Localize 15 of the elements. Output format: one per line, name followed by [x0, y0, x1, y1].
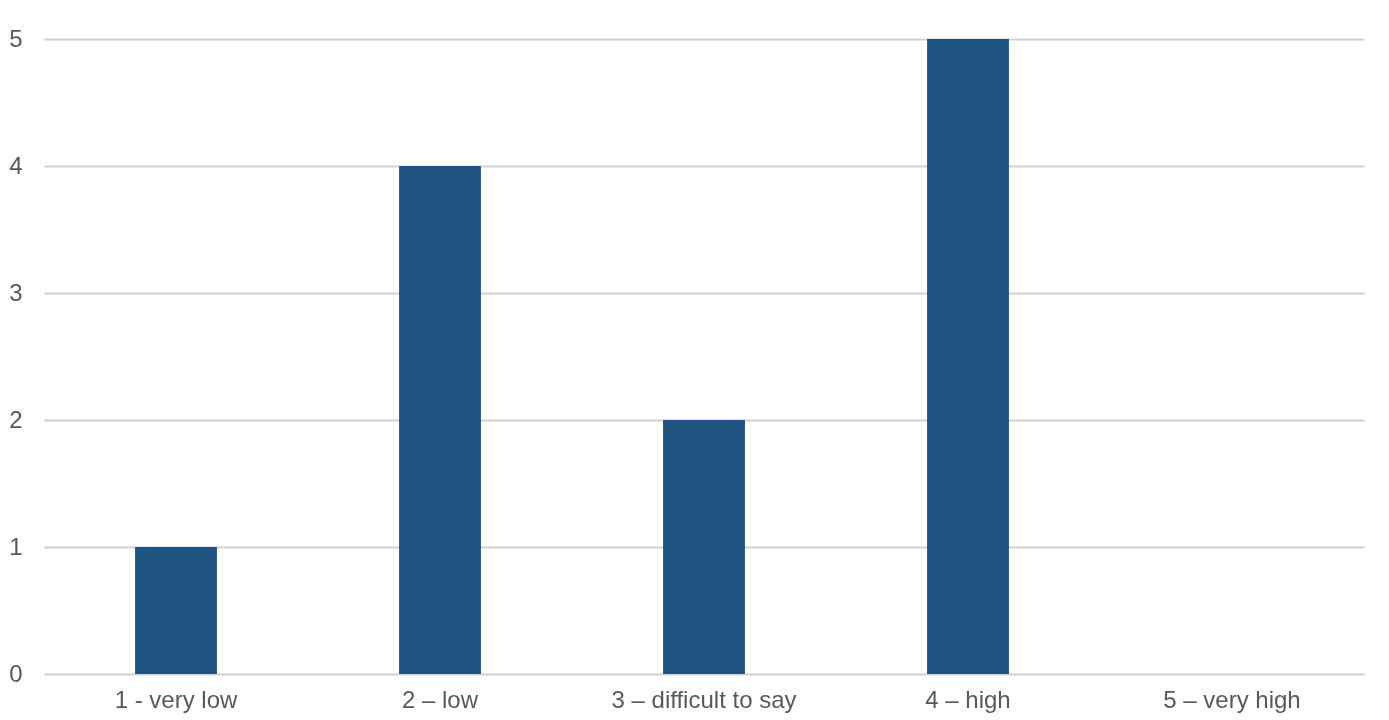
x-tick-label: 4 – high — [925, 685, 1011, 713]
y-tick-label: 5 — [9, 24, 23, 52]
y-tick-label: 2 — [9, 405, 23, 433]
bar — [663, 420, 745, 674]
y-tick-label: 3 — [9, 278, 23, 306]
y-tick-label: 4 — [9, 151, 23, 179]
y-tick-label: 1 — [9, 532, 23, 560]
x-tick-label: 3 – difficult to say — [611, 685, 797, 713]
bar — [399, 166, 481, 674]
x-tick-label: 5 – very high — [1163, 685, 1301, 713]
bar — [135, 547, 217, 674]
x-tick-label: 2 – low — [401, 685, 479, 713]
y-tick-label: 0 — [9, 659, 23, 687]
x-tick-label: 1 - very low — [114, 685, 239, 713]
bar — [927, 39, 1009, 674]
